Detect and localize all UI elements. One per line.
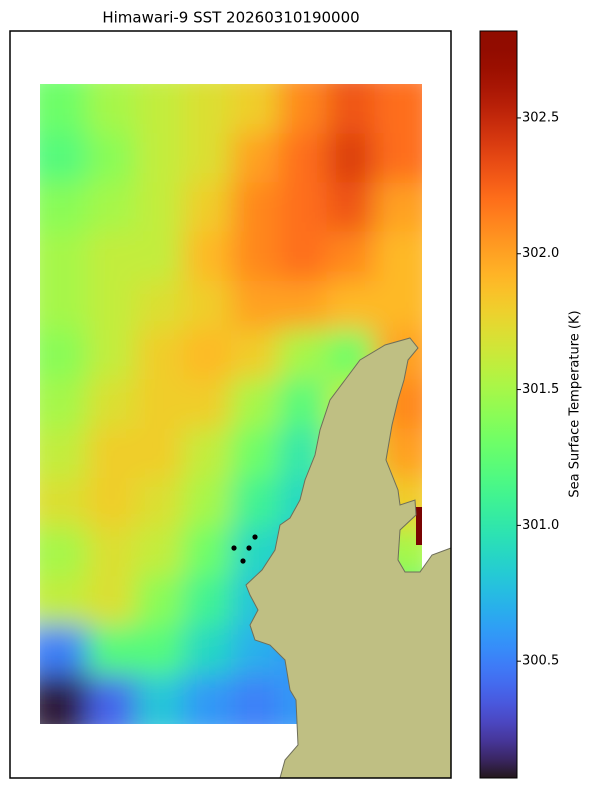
sst-cell xyxy=(183,231,232,282)
map-title: Himawari-9 SST 20260310190000 xyxy=(102,9,359,27)
sst-cell xyxy=(231,84,280,134)
sst-cell xyxy=(135,428,184,479)
hot-patch xyxy=(416,507,422,545)
sst-cell xyxy=(135,674,184,724)
sst-cell xyxy=(183,379,232,430)
sst-cell xyxy=(135,527,184,577)
sst-cell xyxy=(326,280,375,331)
sst-cell xyxy=(135,576,184,627)
sst-cell xyxy=(40,379,89,430)
sst-cell xyxy=(87,379,136,430)
sst-cell xyxy=(87,84,136,134)
sst-cell xyxy=(135,182,184,233)
station-dot xyxy=(252,534,258,540)
sst-cell xyxy=(278,231,327,282)
sst-cell xyxy=(87,231,136,282)
sst-cell xyxy=(231,330,280,380)
colorbar xyxy=(479,30,518,779)
sst-cell xyxy=(183,84,232,134)
sst-cell xyxy=(231,477,280,528)
sst-cell xyxy=(183,280,232,331)
station-dot xyxy=(231,545,237,551)
sst-cell xyxy=(231,379,280,430)
station-dot xyxy=(240,558,246,564)
sst-cell xyxy=(87,330,136,380)
sst-cell xyxy=(278,330,327,380)
sst-cell xyxy=(135,477,184,528)
sst-cell xyxy=(87,428,136,479)
sst-cell xyxy=(374,133,422,183)
sst-cell xyxy=(374,231,422,282)
sst-cell xyxy=(231,280,280,331)
sst-cell xyxy=(40,674,89,724)
sst-cell xyxy=(326,231,375,282)
sst-cell xyxy=(135,133,184,183)
sst-cell xyxy=(40,84,89,134)
sst-cell xyxy=(374,280,422,331)
sst-cell xyxy=(374,182,422,233)
sst-cell xyxy=(40,527,89,577)
sst-cell xyxy=(231,428,280,479)
sst-cell xyxy=(40,625,89,676)
sst-cell xyxy=(40,576,89,627)
map-frame xyxy=(9,30,452,779)
sst-cell xyxy=(87,674,136,724)
sst-cell xyxy=(87,576,136,627)
sst-cell xyxy=(183,428,232,479)
sst-cell xyxy=(183,625,232,676)
stations xyxy=(231,534,258,564)
sst-cell xyxy=(40,330,89,380)
sst-cell xyxy=(87,133,136,183)
land xyxy=(245,337,452,779)
sst-cell xyxy=(183,527,232,577)
sst-cell xyxy=(87,625,136,676)
station-dot xyxy=(246,545,252,551)
sst-cell xyxy=(135,330,184,380)
sst-cell xyxy=(135,231,184,282)
sst-cell xyxy=(135,625,184,676)
sst-cell xyxy=(135,84,184,134)
sst-cell xyxy=(231,133,280,183)
sst-cell xyxy=(135,379,184,430)
sst-cell xyxy=(183,674,232,724)
sst-cell xyxy=(183,330,232,380)
sst-cell xyxy=(40,477,89,528)
sst-cell xyxy=(326,133,375,183)
sst-cell xyxy=(87,477,136,528)
sst-cell xyxy=(278,379,327,430)
colorbar-tick-label: 300.5 xyxy=(522,654,559,669)
sst-cell xyxy=(87,527,136,577)
sst-cell xyxy=(278,182,327,233)
sst-cell xyxy=(278,280,327,331)
sst-cell xyxy=(135,280,184,331)
sst-cell xyxy=(374,84,422,134)
sst-cell xyxy=(231,231,280,282)
sst-cell xyxy=(87,182,136,233)
sst-cell xyxy=(183,182,232,233)
sst-cell xyxy=(231,182,280,233)
colorbar-tick-label: 301.0 xyxy=(522,518,559,533)
sst-cell xyxy=(183,576,232,627)
colorbar-label: Sea Surface Temperature (K) xyxy=(568,310,583,497)
sst-cell xyxy=(183,133,232,183)
sst-cell xyxy=(278,133,327,183)
sst-cell xyxy=(40,133,89,183)
sst-cell xyxy=(183,477,232,528)
colorbar-tick-label: 302.0 xyxy=(522,246,559,261)
sst-cell xyxy=(40,182,89,233)
sst-cell xyxy=(278,84,327,134)
colorbar-tick-label: 302.5 xyxy=(522,110,559,125)
sst-cell xyxy=(326,84,375,134)
sst-cell xyxy=(40,280,89,331)
sst-cell xyxy=(326,182,375,233)
sst-cell xyxy=(231,674,280,724)
sst-cell xyxy=(87,280,136,331)
sst-cell xyxy=(40,428,89,479)
colorbar-tick-label: 301.5 xyxy=(522,382,559,397)
sst-cell xyxy=(40,231,89,282)
